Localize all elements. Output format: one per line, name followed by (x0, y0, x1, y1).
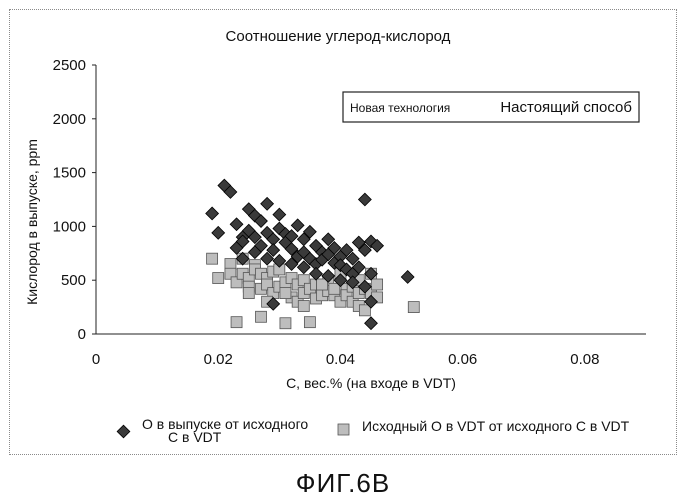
square-data-point (230, 316, 243, 329)
diamond-data-point (260, 251, 275, 266)
diamond-data-point (254, 214, 268, 228)
diamond-data-point (364, 294, 378, 309)
chart-frame (9, 9, 677, 455)
square-data-point (297, 300, 310, 312)
x-tick-label: 0.08 (570, 351, 599, 368)
x-tick-label: 0.04 (326, 351, 355, 368)
annotation-box (342, 91, 640, 123)
y-axis-label: Кислород в выпуске, ppm (24, 139, 40, 305)
diamond-data-point (345, 275, 360, 290)
diamond-data-point (302, 224, 317, 239)
figure-caption: ФИГ.6В (295, 468, 391, 498)
diamond-data-point (296, 260, 311, 275)
square-data-point (255, 310, 267, 323)
diamond-data-point (351, 235, 366, 250)
x-tick-label: 0 (92, 351, 100, 368)
diamond-data-point (351, 260, 366, 275)
square-data-point (279, 317, 292, 330)
diamond-data-point (345, 251, 360, 266)
square-data-point (358, 304, 371, 317)
axis-ticks: 0 500 1000 1500 2000 2500 0 0.02 0.04 0.06 0.08 (53, 57, 600, 368)
square-data-point (340, 289, 353, 302)
y-tick-label: 500 (61, 272, 86, 289)
annotation-left-text: Новая технология (350, 101, 450, 115)
square-data-point (407, 301, 420, 314)
diamond-data-point (223, 185, 238, 199)
annotation-right-text: Настоящий способ (500, 99, 632, 116)
diamond-data-point (247, 230, 262, 245)
square-data-point (206, 252, 219, 265)
x-tick-label: 0.02 (204, 351, 233, 368)
diamond-data-point (247, 245, 262, 260)
legend-diamond-marker (116, 424, 131, 439)
y-tick-label: 0 (78, 326, 86, 343)
square-data-point (242, 287, 255, 300)
diamond-data-point (290, 218, 305, 233)
square-data-point (316, 278, 329, 291)
diamond-data-point (266, 243, 281, 258)
square-data-point (224, 267, 237, 280)
diamond-data-point (260, 196, 275, 211)
diamond-data-point (357, 279, 372, 294)
data-points (205, 178, 420, 331)
legend-series-1-line-1: О в выпуске от исходного (142, 416, 308, 432)
x-tick-label: 0.06 (448, 351, 477, 368)
diamond-data-point (284, 257, 299, 271)
square-data-point (279, 287, 292, 300)
diamond-data-point (327, 240, 342, 255)
y-tick-label: 1500 (53, 165, 86, 182)
legend-series-1-label: О в выпуске от исходного С в VDT (142, 416, 312, 445)
square-data-point (328, 282, 341, 295)
diamond-data-point (370, 238, 385, 253)
y-tick-label: 2000 (53, 111, 86, 128)
diamond-data-point (229, 217, 244, 232)
legend-series-2-label: Исходный О в VDT от исходного С в VDT (362, 418, 630, 434)
scatter-chart: Соотношение углерод-кислород Кислород в … (24, 28, 646, 445)
square-data-point (334, 295, 347, 308)
diamond-data-point (272, 253, 287, 268)
diamond-data-point (364, 266, 378, 281)
y-tick-label: 2500 (53, 57, 86, 74)
square-data-point (212, 272, 225, 284)
legend-series-1-line-2: С в VDT (168, 429, 222, 445)
diamond-data-point (357, 192, 372, 207)
square-data-point (371, 278, 384, 291)
diamond-data-point (400, 270, 415, 284)
diamond-data-point (339, 243, 354, 258)
diamond-data-point (357, 243, 372, 258)
x-axis-label: C, вес.% (на входе в VDT) (286, 375, 456, 391)
diamond-data-point (205, 206, 220, 221)
diamond-data-point (266, 232, 281, 247)
diamond-data-point (235, 234, 250, 249)
y-tick-label: 1000 (53, 218, 86, 235)
square-data-point (285, 272, 298, 284)
diamond-data-point (309, 266, 323, 281)
diamond-data-point (266, 296, 281, 311)
diamond-data-point (321, 268, 336, 283)
legend: О в выпуске от исходного С в VDT Исходны… (116, 416, 630, 445)
legend-square-marker (337, 423, 350, 436)
square-data-point (303, 316, 316, 329)
chart-title: Соотношение углерод-кислород (226, 28, 451, 45)
diamond-data-point (296, 232, 311, 247)
square-data-point (297, 274, 310, 287)
diamond-data-point (284, 229, 299, 244)
square-data-point (261, 278, 274, 291)
square-data-point (230, 276, 243, 289)
diamond-data-point (272, 207, 287, 222)
diamond-data-point (333, 273, 348, 288)
diamond-data-point (235, 251, 250, 266)
diamond-data-point (321, 232, 336, 247)
diamond-data-point (364, 316, 378, 331)
diamond-data-point (284, 242, 299, 256)
diamond-data-point (211, 225, 226, 240)
